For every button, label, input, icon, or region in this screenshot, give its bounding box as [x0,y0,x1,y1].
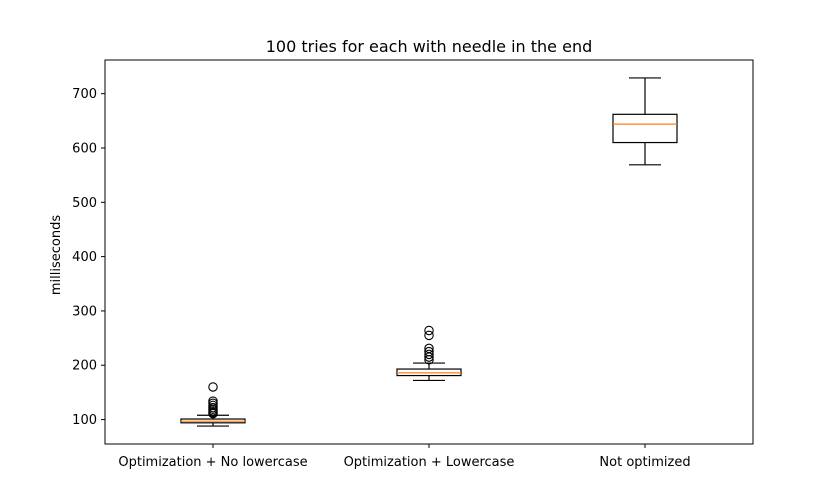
iqr-box [612,113,678,144]
y-tick-label: 500 [72,196,97,211]
outlier-point [208,382,218,392]
outlier-point [424,325,434,336]
outlier-point [424,349,434,360]
plot-area: 100 200 300 400 500 600 700 Optimization + No l… [72,59,754,470]
y-tick-label: 400 [72,250,97,265]
outlier-point [424,330,434,341]
outlier-point [424,346,434,357]
axes-frame [104,59,754,445]
outlier-point [208,396,218,406]
y-tick-label: 600 [72,141,97,156]
y-tick-label: 200 [72,359,97,374]
x-tick-label: Optimization + No lowercase [118,455,307,470]
y-tick-label: 700 [72,87,97,102]
outlier-point [424,343,434,354]
y-tick-label: 300 [72,304,97,319]
x-tick-label: Optimization + Lowercase [344,455,515,470]
y-tick-label: 100 [72,413,97,428]
chart-title: 100 tries for each with needle in the en… [266,37,593,56]
y-axis-label: milliseconds [49,215,64,295]
x-tick-label: Not optimized [599,455,690,470]
